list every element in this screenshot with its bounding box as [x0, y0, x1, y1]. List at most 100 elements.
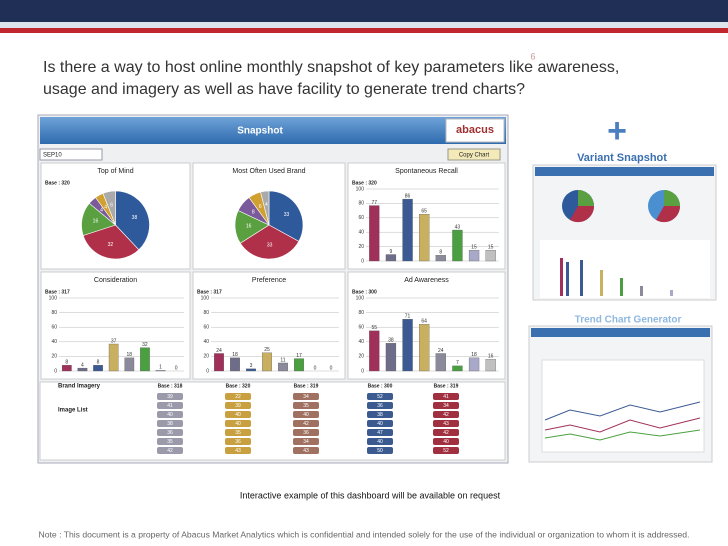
chart-title: Preference: [252, 277, 286, 284]
value-label: 65: [421, 209, 427, 215]
value-label: 0: [175, 365, 178, 371]
value-label: 11: [280, 357, 285, 363]
y-tick-label: 20: [358, 244, 364, 250]
bar: [452, 365, 463, 372]
value-label: 0: [330, 365, 333, 371]
slice-label: 16: [93, 219, 99, 225]
variant-thumbnail: [532, 164, 717, 301]
note: Note : This document is a property of Ab…: [39, 529, 690, 539]
bar: [262, 352, 272, 372]
imagery-value: 41: [443, 394, 449, 400]
imagery-value: 41: [167, 403, 173, 409]
imagery-bar: [157, 429, 183, 436]
imagery-value: 42: [443, 412, 449, 418]
imagery-value: 52: [377, 394, 383, 400]
bar: [77, 367, 88, 372]
imagery-bar: [367, 411, 393, 418]
y-tick-label: 20: [358, 354, 364, 360]
top-band: [0, 0, 728, 22]
value-label: 55: [372, 325, 378, 331]
imagery-bar: [367, 402, 393, 409]
imagery-bar: [367, 438, 393, 445]
value-label: 24: [216, 348, 222, 354]
imagery-value: 36: [167, 430, 173, 436]
slice-label: 6: [259, 204, 262, 210]
pie-slice: [82, 224, 140, 260]
imagery-bar: [225, 420, 251, 427]
imagery-base: Base : 300: [368, 383, 393, 389]
bar: [124, 357, 135, 372]
value-label: 15: [488, 245, 494, 251]
value-label: 25: [264, 347, 270, 353]
bar: [61, 365, 72, 372]
imagery-bar: [293, 420, 319, 427]
imagery-bar: [293, 438, 319, 445]
imagery-value: 39: [167, 394, 173, 400]
imagery-value: 34: [303, 439, 309, 445]
imagery-bar: [367, 447, 393, 454]
slice-label: 4: [100, 207, 103, 213]
value-label: 0: [314, 365, 317, 371]
plus-icon: +: [607, 112, 627, 150]
imagery-bar: [157, 402, 183, 409]
base-label: Base : 320: [352, 180, 377, 186]
base-label: Base : 317: [197, 289, 222, 295]
imagery-base: Base : 319: [294, 383, 319, 389]
imagery-value: 35: [167, 439, 173, 445]
value-label: 71: [405, 313, 411, 319]
value-label: 4: [81, 362, 84, 368]
imagery-value: 43: [443, 421, 449, 427]
bar: [402, 198, 413, 262]
bar: [278, 362, 288, 372]
chart-title: Spontaneous Recall: [395, 168, 458, 175]
imagery-bar: [293, 447, 319, 454]
copy-button[interactable]: [447, 148, 501, 161]
slice-label: 4: [104, 204, 107, 210]
imagery-bar: [293, 429, 319, 436]
imagery-value: 42: [443, 430, 449, 436]
imagery-bar: [293, 402, 319, 409]
imagery-bar: [157, 438, 183, 445]
imagery-base: Base : 320: [226, 383, 251, 389]
imagery-bar: [433, 402, 459, 409]
title: usage and imagery as well as have facili…: [43, 81, 525, 98]
bar: [468, 357, 480, 372]
imagery-panel: [39, 381, 506, 461]
value-label: 3: [250, 363, 253, 369]
y-tick-label: 20: [203, 354, 209, 360]
pie-slice: [268, 190, 304, 242]
imagery-value: 34: [443, 403, 449, 409]
imagery-bar: [293, 411, 319, 418]
y-tick-label: 100: [356, 295, 365, 301]
pie-slice: [239, 224, 300, 260]
value-label: 17: [296, 353, 302, 359]
slide-number: 6: [530, 51, 535, 61]
imagery-value: 35: [235, 430, 241, 436]
imagery-base: Base : 318: [158, 383, 183, 389]
bar: [468, 250, 480, 262]
slice-label: 8: [252, 209, 255, 215]
value-label: 16: [488, 354, 494, 360]
imagery-value: 50: [377, 448, 383, 454]
imagery-bar: [367, 429, 393, 436]
bar: [419, 324, 430, 372]
chart-title: Most Often Used Brand: [232, 168, 305, 175]
value-label: 8: [65, 359, 68, 365]
slice-label: 32: [108, 242, 114, 248]
bar: [246, 368, 256, 372]
red-band: [0, 28, 728, 33]
bar: [419, 214, 430, 262]
imagery-bar: [225, 438, 251, 445]
y-tick-label: 40: [203, 339, 209, 345]
imagery-value: 35: [303, 403, 309, 409]
dropdown[interactable]: [39, 148, 103, 161]
bar: [93, 365, 103, 372]
value-label: 37: [111, 338, 117, 344]
y-tick-label: 80: [358, 201, 364, 207]
imagery-bar: [433, 438, 459, 445]
dropdown-value: SEP10: [43, 153, 62, 159]
value-label: 64: [421, 319, 427, 325]
imagery-bar: [157, 393, 183, 400]
bar: [402, 319, 413, 372]
